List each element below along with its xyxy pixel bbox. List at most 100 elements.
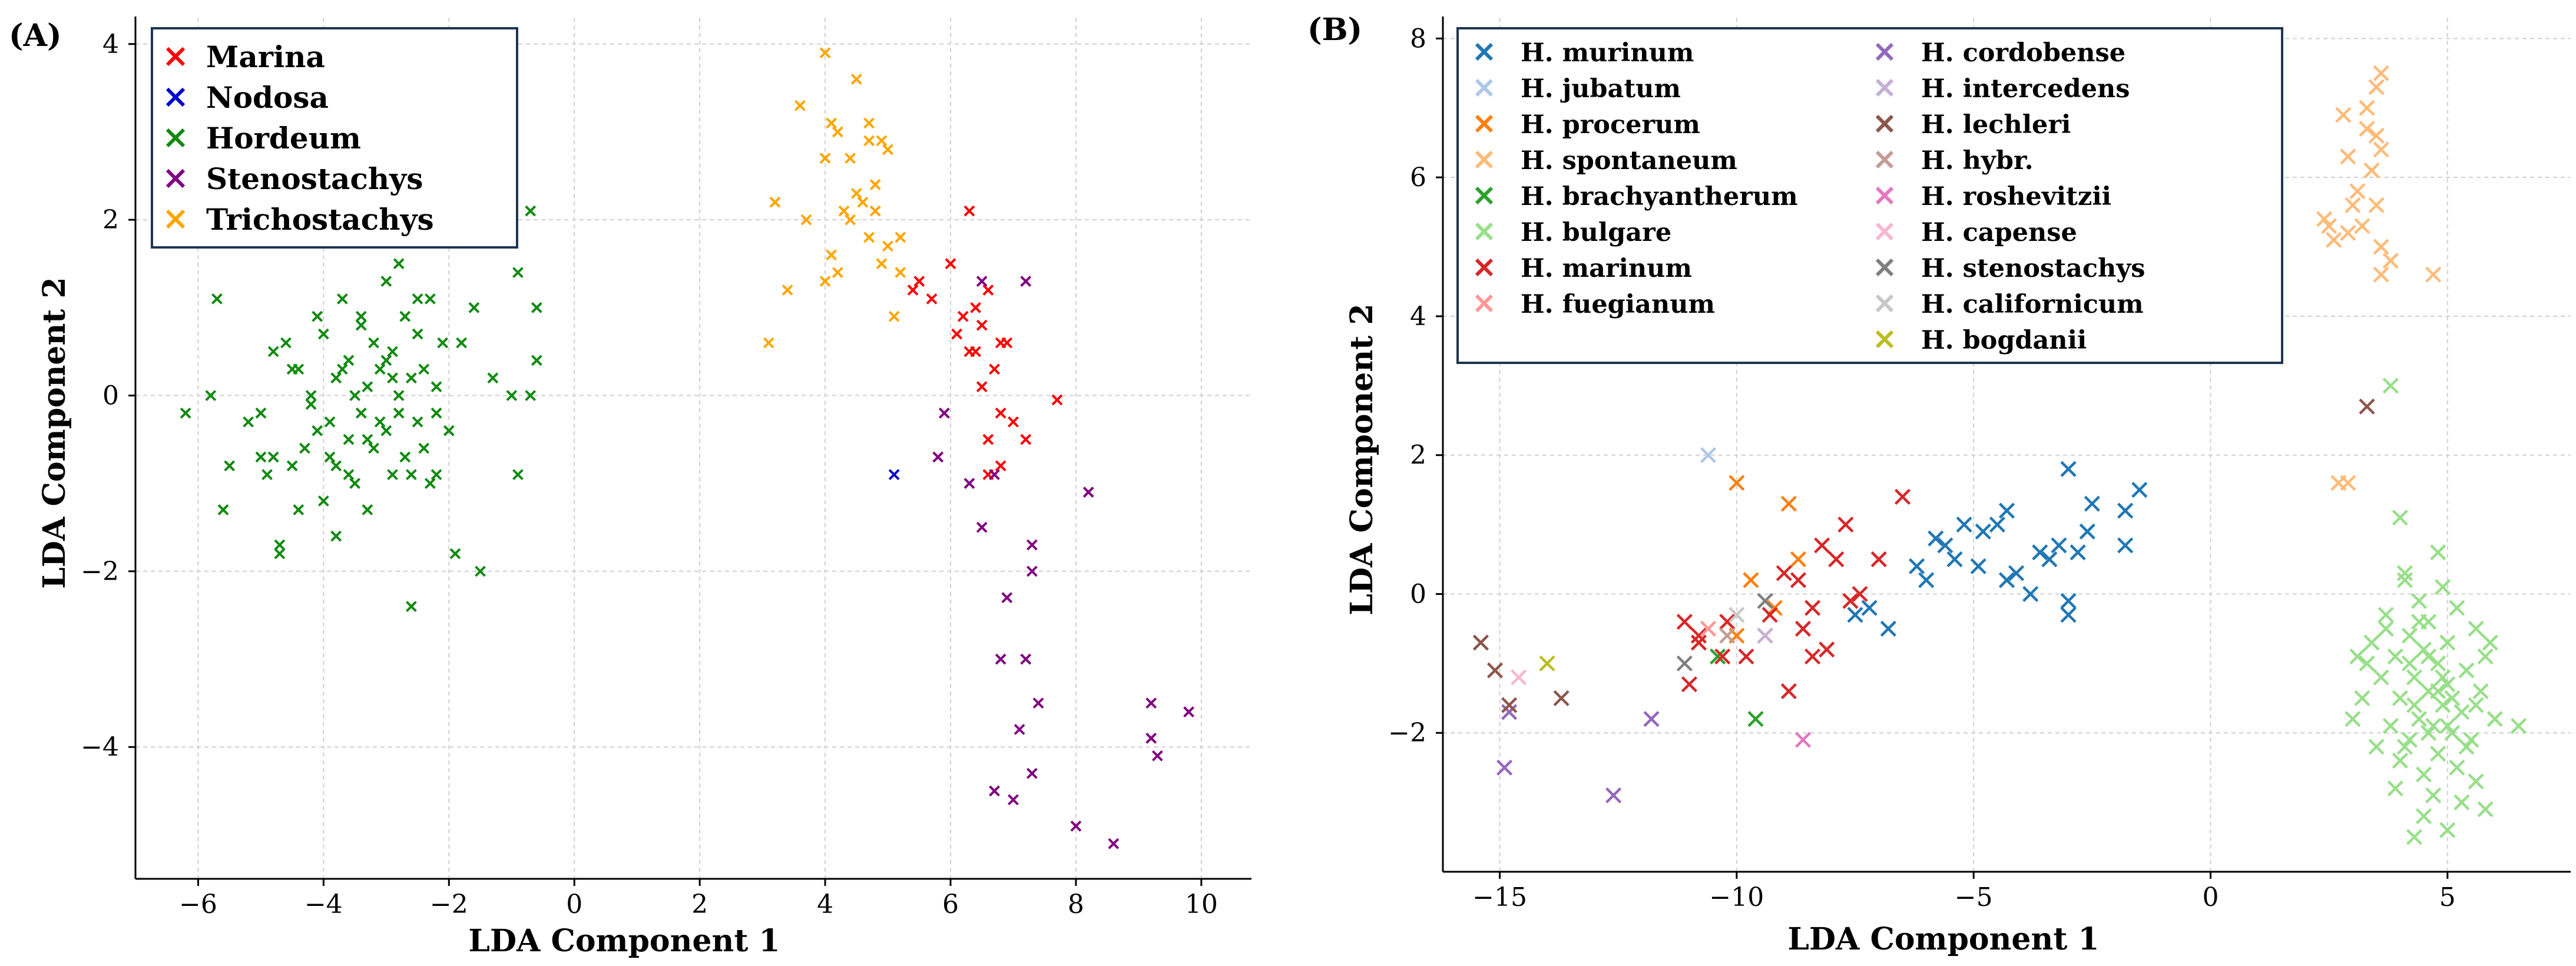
- panel-b-x-tick-label-4: 5: [2439, 882, 2456, 912]
- panel-b-y-tick-label-2: 2: [1410, 441, 1426, 471]
- point-stenostachys-6: [1026, 539, 1038, 551]
- point-h-jubatum-0: [1700, 447, 1717, 464]
- series-h-bogdanii: [1539, 655, 1555, 671]
- legend-b-item-h-brachyantherum: H. brachyantherum: [1475, 182, 1798, 211]
- legend-b-item-h-capense: H. capense: [1875, 218, 2077, 247]
- point-hordeum-8: [267, 451, 279, 463]
- point-stenostachys-18: [1183, 706, 1194, 717]
- legend-b-marker-h-fuegianum: [1475, 294, 1494, 313]
- point-hordeum-3: [217, 504, 229, 515]
- point-stenostachys-20: [1151, 750, 1163, 762]
- point-h-marinum-8: [1762, 607, 1778, 623]
- point-stenostachys-12: [1032, 697, 1044, 709]
- panel-b-points: [1472, 65, 2527, 845]
- point-h-brachyantherum-0: [1747, 711, 1764, 727]
- panel-b-y-tick-label-4: 6: [1410, 163, 1426, 193]
- legend-a-marker-hordeum: [165, 128, 186, 148]
- point-h-marinum-20: [1690, 627, 1707, 644]
- point-hordeum-59: [531, 302, 542, 313]
- point-hordeum-74: [374, 416, 386, 428]
- legend-b-marker-h-cordobense: [1875, 42, 1894, 61]
- point-h-bulgare-60: [2430, 683, 2446, 700]
- point-hordeum-19: [330, 372, 342, 384]
- point-hordeum-12: [293, 504, 304, 515]
- point-hordeum-9: [280, 337, 292, 349]
- point-stenostachys-23: [963, 478, 975, 489]
- point-h-murinum-5: [1989, 516, 2005, 533]
- point-stenostachys-19: [1145, 732, 1157, 744]
- point-h-spontaneum-7: [2340, 148, 2356, 165]
- point-h-marinum-15: [1738, 648, 1754, 665]
- legend-b-marker-h-californicum: [1875, 294, 1894, 313]
- legend-b-marker-h-stenostachys: [1875, 258, 1894, 277]
- point-hordeum-16: [317, 495, 329, 507]
- point-h-bulgare-18: [2406, 669, 2423, 686]
- point-hordeum-49: [437, 337, 449, 349]
- point-hordeum-42: [412, 416, 423, 428]
- point-h-hybr-0: [1719, 627, 1736, 644]
- point-hordeum-43: [412, 328, 423, 340]
- point-h-lechleri-0: [1472, 634, 1489, 651]
- point-h-spontaneum-5: [2368, 127, 2385, 144]
- point-hordeum-40: [406, 372, 417, 384]
- point-h-bulgare-14: [2477, 648, 2494, 665]
- point-h-bulgare-4: [2435, 579, 2451, 596]
- point-hordeum-25: [355, 319, 367, 331]
- point-hordeum-69: [380, 355, 392, 366]
- point-h-bulgare-61: [2439, 717, 2456, 735]
- point-h-bulgare-55: [2406, 697, 2423, 713]
- point-hordeum-57: [512, 267, 524, 279]
- point-hordeum-53: [468, 302, 480, 313]
- panel-a-legend: Marina Nodosa Hordeum Stenostachys Trichosta…: [151, 27, 518, 249]
- panel-a-y-tick-label-3: 2: [102, 205, 119, 235]
- legend-b-label-h-procerum: H. procerum: [1521, 110, 1700, 140]
- legend-a-item-hordeum: Hordeum: [165, 121, 361, 156]
- point-trichostachys-20: [832, 267, 843, 279]
- point-h-murinum-20: [1918, 572, 1935, 588]
- point-hordeum-38: [399, 451, 411, 463]
- point-hordeum-5: [255, 451, 267, 463]
- point-h-bulgare-3: [2396, 565, 2413, 581]
- point-h-murinum-17: [2008, 565, 2025, 581]
- point-hordeum-0: [180, 407, 191, 419]
- panel-b-x-tick-label-2: −5: [1955, 882, 1993, 912]
- point-h-bulgare-45: [2439, 822, 2456, 838]
- panel-b-legend: H. murinum H. jubatum H. procerum H. sponta…: [1456, 27, 2283, 364]
- point-h-bulgare-24: [2354, 690, 2370, 706]
- point-trichostachys-7: [845, 153, 856, 164]
- point-hordeum-82: [412, 293, 423, 305]
- panel-a-y-tick-label-2: 0: [102, 381, 119, 411]
- point-trichostachys-10: [857, 196, 869, 208]
- point-hordeum-48: [431, 407, 442, 419]
- point-marina-4: [957, 310, 969, 322]
- point-h-spontaneum-16: [2373, 239, 2389, 255]
- panel-a-x-tick-label-0: −6: [179, 889, 217, 919]
- legend-b-item-h-roshevitzii: H. roshevitzii: [1875, 182, 2111, 211]
- point-h-murinum-1: [2131, 482, 2148, 498]
- point-h-murinum-9: [1928, 530, 1944, 547]
- point-h-procerum-2: [1743, 572, 1759, 588]
- point-h-marinum-9: [1719, 614, 1736, 630]
- legend-b-item-h-procerum: H. procerum: [1475, 110, 1700, 140]
- panel-a-y-tick-label-4: 4: [102, 29, 119, 59]
- point-nodosa-0: [888, 469, 900, 481]
- legend-b-item-h-intercedens: H. intercedens: [1875, 74, 2130, 104]
- point-h-bulgare-29: [2382, 717, 2399, 735]
- point-marina-5: [970, 302, 981, 313]
- point-h-murinum-27: [1937, 537, 1953, 554]
- legend-b-label-h-fuegianum: H. fuegianum: [1521, 290, 1715, 319]
- point-hordeum-83: [312, 310, 323, 322]
- point-marina-16: [982, 434, 994, 445]
- point-hordeum-78: [286, 363, 298, 375]
- point-stenostachys-1: [1020, 276, 1032, 287]
- point-hordeum-34: [387, 469, 398, 481]
- point-h-bulgare-32: [2401, 732, 2418, 748]
- point-hordeum-56: [506, 390, 518, 401]
- point-hordeum-32: [380, 276, 392, 287]
- legend-b-label-h-roshevitzii: H. roshevitzii: [1921, 182, 2111, 211]
- panel-b-y-tick-label-0: −2: [1388, 718, 1426, 748]
- point-h-bulgare-2: [2430, 544, 2446, 561]
- point-h-murinum-0: [2060, 461, 2077, 477]
- point-h-bulgare-33: [2463, 732, 2479, 748]
- point-h-spontaneum-8: [2363, 162, 2380, 178]
